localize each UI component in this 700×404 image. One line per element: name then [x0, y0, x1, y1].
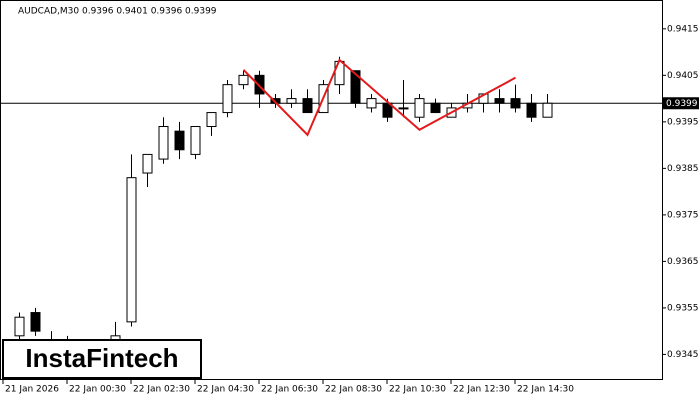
candle-body — [398, 107, 409, 110]
candle-body — [494, 98, 505, 104]
logo: InstaFintech — [25, 343, 178, 373]
candle-body — [414, 98, 425, 118]
x-tick-label: 22 Jan 10:30 — [389, 385, 446, 395]
x-tick-label: 22 Jan 14:30 — [517, 385, 574, 395]
x-tick-label: 22 Jan 08:30 — [325, 385, 382, 395]
candle-body — [526, 102, 537, 118]
candle-body — [142, 153, 153, 174]
candle-body — [206, 112, 217, 128]
price-label-box — [663, 97, 699, 110]
candle-body — [30, 312, 41, 332]
x-tick-label: 22 Jan 00:30 — [69, 385, 126, 395]
x-tick-label: 21 Jan 2026 — [5, 385, 59, 395]
price-label: 0.9399 — [666, 99, 698, 109]
y-tick-label: 0.9365 — [667, 257, 699, 267]
y-tick-label: 0.9355 — [667, 303, 699, 313]
y-tick-label: 0.9345 — [667, 350, 699, 360]
chart-title: AUDCAD,M30 0.9396 0.9401 0.9396 0.9399 — [18, 7, 217, 17]
plot-frame — [0, 0, 663, 380]
candle-body — [126, 177, 137, 323]
candle-body — [350, 70, 361, 104]
x-tick-label: 22 Jan 04:30 — [197, 385, 254, 395]
y-tick-label: 0.9405 — [667, 71, 699, 81]
candle-body — [542, 102, 553, 118]
candle-body — [238, 74, 249, 86]
pattern-line — [242, 58, 516, 137]
candle-body — [158, 126, 169, 160]
candle-body — [14, 316, 25, 337]
x-tick-label: 22 Jan 12:30 — [453, 385, 510, 395]
candle-body — [222, 84, 233, 114]
candle-body — [174, 130, 185, 151]
candle-body — [430, 102, 441, 114]
logo-box — [2, 339, 202, 379]
y-tick-label: 0.9375 — [667, 210, 699, 220]
candle-body — [510, 98, 521, 109]
candle-body — [366, 98, 377, 109]
x-tick-label: 22 Jan 06:30 — [261, 385, 318, 395]
y-tick-label: 0.9385 — [667, 164, 699, 174]
y-tick-label: 0.9415 — [667, 24, 699, 34]
x-tick-label: 22 Jan 02:30 — [133, 385, 190, 395]
candle-body — [190, 126, 201, 155]
y-tick-label: 0.9395 — [667, 117, 699, 127]
candle-body — [382, 102, 393, 118]
candle-body — [302, 98, 313, 114]
candle-body — [286, 98, 297, 104]
